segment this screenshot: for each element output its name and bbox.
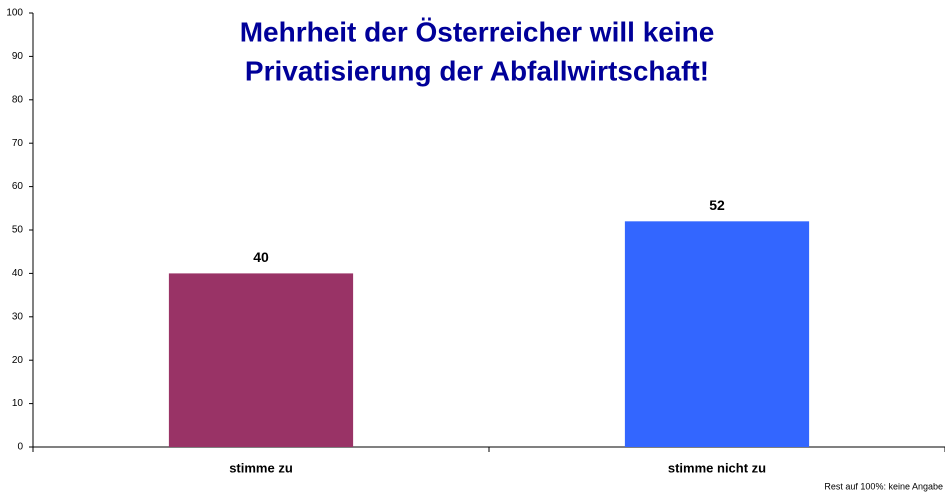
y-tick-label: 90 [12, 51, 24, 62]
bar [168, 273, 354, 447]
y-tick-label: 100 [6, 8, 23, 19]
chart-title: Mehrheit der Österreicher will keine [240, 16, 715, 47]
y-tick-label: 40 [12, 268, 24, 279]
y-tick-label: 0 [17, 442, 23, 453]
bar [624, 221, 810, 447]
x-tick-label: stimme nicht zu [668, 460, 766, 475]
value-label: 52 [709, 197, 725, 213]
y-tick-label: 10 [12, 398, 24, 409]
chart-title: Privatisierung der Abfallwirtschaft! [245, 55, 709, 86]
y-tick-label: 50 [12, 225, 24, 236]
x-tick-label: stimme zu [229, 460, 293, 475]
footnote: Rest auf 100%: keine Angabe [824, 481, 943, 491]
y-tick-label: 30 [12, 311, 24, 322]
value-label: 40 [253, 249, 269, 265]
y-tick-label: 70 [12, 138, 24, 149]
y-tick-label: 60 [12, 181, 24, 192]
y-tick-label: 20 [12, 355, 24, 366]
y-tick-label: 80 [12, 94, 24, 105]
